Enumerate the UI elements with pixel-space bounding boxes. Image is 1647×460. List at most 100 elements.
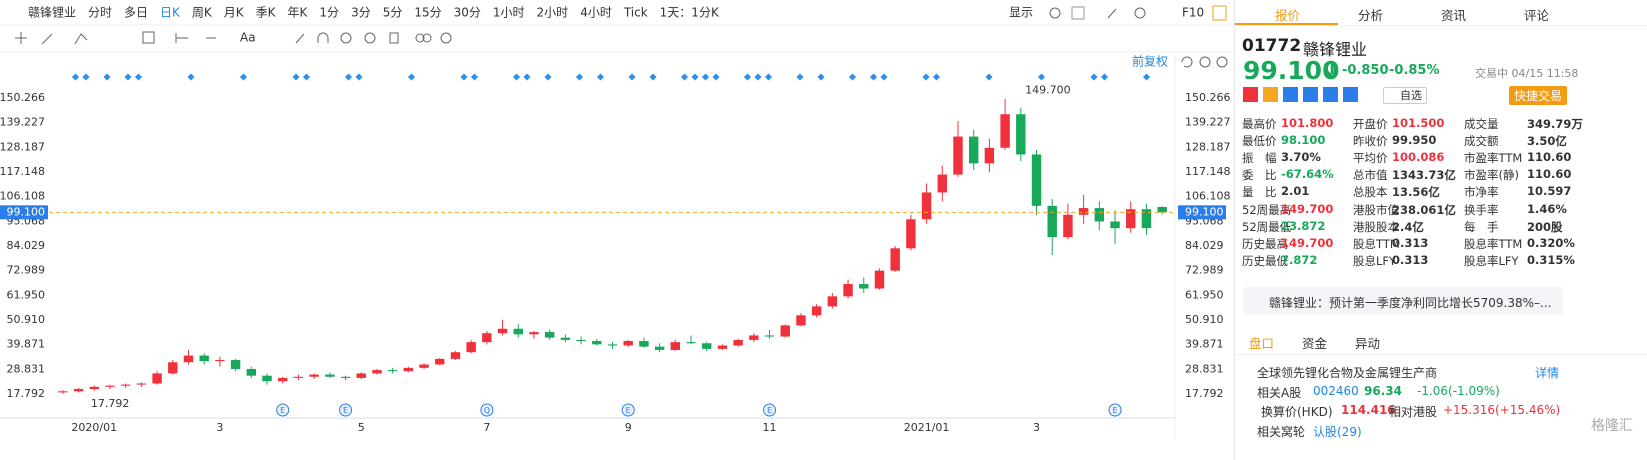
candle-body	[796, 315, 806, 326]
timeframe-tab[interactable]: 分时	[88, 6, 112, 20]
candle-body	[686, 342, 696, 344]
x-tick-label: 2021/01	[904, 421, 950, 434]
sub-tab[interactable]: 盘口	[1249, 336, 1275, 351]
candle-body	[482, 333, 492, 343]
y-tick-label-right: 128.187	[1185, 140, 1231, 153]
timeframe-tab[interactable]: 30分	[454, 6, 481, 20]
x-tick-label: 5	[358, 421, 365, 434]
candle-body	[780, 325, 790, 337]
event-diamond	[764, 73, 773, 81]
y-tick-label: 50.910	[7, 313, 46, 326]
stat-value: 98.100	[1281, 133, 1326, 148]
x-tick-label: 3	[216, 421, 223, 434]
timeframe-tab[interactable]: 日K	[160, 6, 181, 20]
stat-label: 股息率TTM	[1464, 236, 1523, 251]
stat-label: 历史最低	[1242, 253, 1288, 268]
x-tick-label: 11	[763, 421, 777, 434]
event-diamond	[1142, 73, 1151, 81]
panel-tab[interactable]: 评论	[1524, 8, 1550, 23]
sub-tab[interactable]: 资金	[1302, 336, 1328, 351]
event-diamond	[691, 73, 699, 81]
stat-value: 99.950	[1392, 133, 1437, 148]
show-menu[interactable]: 显示	[1009, 6, 1033, 20]
timeframe-tab[interactable]: 月K	[224, 6, 245, 20]
candle-body	[230, 360, 241, 369]
timeframe-tab[interactable]: 1分	[319, 6, 339, 20]
candle-body	[670, 342, 681, 350]
event-diamond	[880, 73, 888, 81]
y-tick-label: 128.187	[0, 140, 45, 153]
candle-body	[262, 375, 272, 382]
candle-body	[513, 328, 523, 335]
panel-tab[interactable]: 分析	[1358, 8, 1384, 23]
stat-label: 委 比	[1242, 168, 1277, 183]
timeframe-tab[interactable]: 2小时	[537, 6, 569, 20]
adjust-mode[interactable]: 前复权	[1132, 54, 1168, 69]
timeframe-tab[interactable]: 1天：1分K	[660, 6, 720, 20]
panel-tab[interactable]: 资讯	[1441, 8, 1467, 23]
y-tick-label: 106.108	[0, 190, 45, 203]
stat-value: 0.315%	[1527, 252, 1575, 267]
panel-tab[interactable]: 报价	[1275, 8, 1301, 23]
event-diamond	[701, 73, 710, 81]
detail-link[interactable]: 详情	[1535, 366, 1560, 380]
font-tool[interactable]: Aa	[240, 31, 256, 45]
timeframe-tab[interactable]: 周K	[192, 6, 213, 20]
change-pct: -0.85%	[1389, 63, 1440, 78]
y-tick-label: 28.831	[7, 362, 46, 375]
y-tick-label: 17.792	[7, 387, 46, 400]
timeframe-tab[interactable]: 赣锋锂业	[28, 5, 76, 20]
candle-body	[1016, 114, 1026, 155]
timeframe-tab[interactable]: 15分	[414, 6, 441, 20]
candle-body	[403, 367, 414, 372]
f10[interactable]: F10	[1182, 6, 1204, 20]
candle-body	[733, 339, 743, 346]
timeframe-tab[interactable]: 5分	[383, 6, 403, 20]
watch-button[interactable]: 自选	[1383, 87, 1427, 104]
candle-body	[183, 355, 194, 363]
timeframe-tab[interactable]: 4小时	[580, 6, 612, 20]
trade-button[interactable]: 快捷交易	[1509, 86, 1568, 105]
y-tick-label: 84.029	[7, 239, 46, 252]
candle-body	[435, 358, 445, 365]
y-tick-label: 39.871	[7, 338, 46, 351]
toolbar-icons	[15, 5, 1228, 68]
candle-body	[246, 368, 257, 376]
event-diamond	[817, 73, 825, 81]
stat-value: 349.79万	[1527, 117, 1583, 131]
candle-body	[890, 248, 900, 271]
y-tick-label: 61.950	[7, 288, 46, 301]
y-tick-label-right: 61.950	[1185, 288, 1224, 301]
timeframe-tab[interactable]: 1小时	[493, 6, 525, 20]
event-diamond	[848, 73, 857, 81]
a-share-code[interactable]: 002460	[1313, 384, 1359, 398]
candle-body	[843, 284, 853, 297]
stat-value: 101.500	[1392, 116, 1445, 130]
news[interactable]: 赣锋锂业：预计第一季度净利同比增长5709.38%–...	[1269, 296, 1552, 310]
event-diamond	[922, 73, 930, 81]
stat-value: 1343.73亿	[1392, 168, 1456, 183]
quote-panel: 01772 赣锋锂业 99.100 -0.850 -0.85% 交易中 04/1…	[1234, 0, 1647, 460]
timeframe-tab[interactable]: 年K	[288, 6, 309, 20]
timeframe-tab[interactable]: 季K	[256, 6, 277, 20]
candle-body	[450, 352, 461, 359]
timeframe-tab[interactable]: 多日	[124, 6, 148, 20]
a-share-label: 相关A股	[1257, 386, 1302, 400]
timeframe-tab[interactable]: Tick	[623, 6, 648, 20]
sub-tab[interactable]: 异动	[1355, 336, 1381, 351]
event-diamond	[71, 73, 80, 81]
event-diamond	[796, 73, 804, 81]
stat-label: 股息TTM	[1353, 236, 1400, 251]
stat-value: 0.320%	[1527, 235, 1575, 250]
stat-value: 0.313	[1392, 252, 1429, 267]
candle-body	[293, 376, 304, 378]
candle-body	[592, 341, 602, 345]
event-diamond	[355, 73, 363, 81]
candle-body	[811, 306, 822, 316]
timeframe-tab[interactable]: 3分	[351, 6, 371, 20]
stat-value: 13.56亿	[1392, 185, 1440, 200]
candle-body	[73, 389, 84, 392]
event-diamond	[302, 73, 311, 81]
candle-body	[623, 341, 633, 346]
warrant-value[interactable]: 认股(29)	[1313, 425, 1362, 439]
